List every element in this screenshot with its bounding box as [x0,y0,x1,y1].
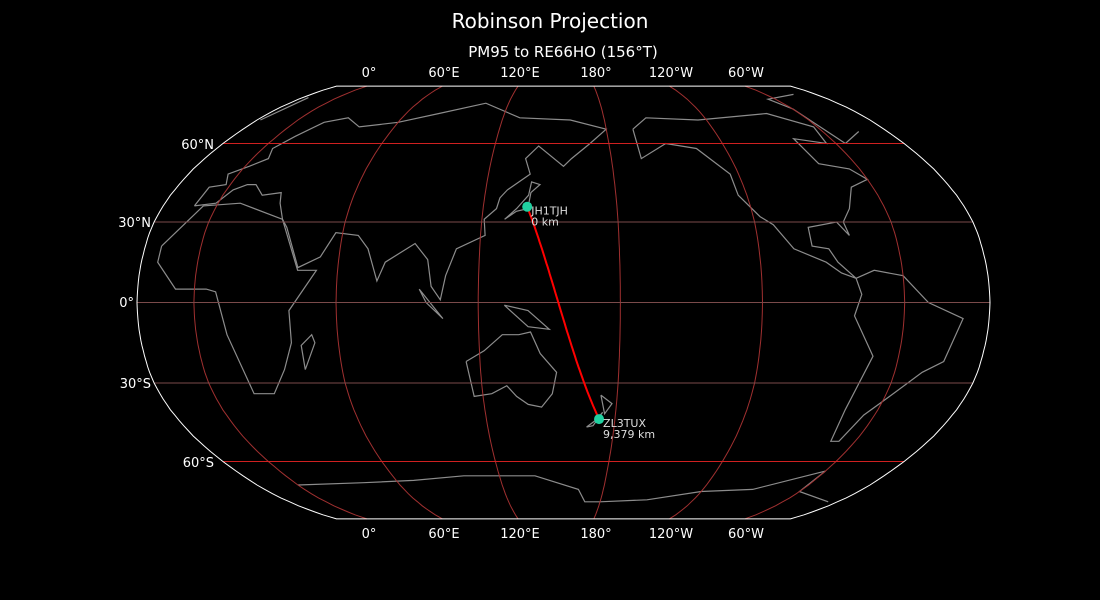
station-callsign: ZL3TUX [603,417,646,430]
meridian-label-bottom: 60°W [728,527,764,542]
parallel-label: 60°N [181,138,214,153]
map-subtitle: PM95 to RE66HO (156°T) [468,43,658,61]
coastline [829,269,964,442]
meridian-label-top: 0° [362,66,377,81]
map-border [136,85,991,520]
coastline [193,102,608,302]
graticule [137,85,990,520]
station-zl3tux: ZL3TUX 9,379 km [594,414,655,441]
station-marker [594,414,605,425]
coastlines [157,93,964,503]
meridian-label-bottom: 60°E [428,527,459,542]
great-circle-path [526,206,600,420]
meridian-label-top: 120°W [649,66,693,81]
meridian-label-bottom: 120°E [500,527,540,542]
parallel-label: 30°S [120,377,151,392]
station-jh1tjh: JH1TJH 0 km [522,201,568,229]
station-marker [522,201,533,212]
meridian-label-top: 180° [580,66,611,81]
grid-labels: 0° 60°E 120°E 180° 120°W 60°W 0° 60°E 12… [118,66,764,542]
coastline [300,333,316,370]
parallel-label: 0° [119,296,134,311]
coastline [260,93,860,145]
coastline [418,288,444,320]
meridian-label-bottom: 0° [362,527,377,542]
map-title: Robinson Projection [451,9,649,33]
meridian-label-bottom: 120°W [649,527,693,542]
coastline [632,112,869,279]
coastline [157,202,318,395]
coastline [504,181,542,220]
coastline [297,470,829,503]
station-distance: 9,379 km [603,428,655,441]
meridian-label-top: 120°E [500,66,540,81]
station-distance: 0 km [531,216,559,229]
meridian-label-top: 60°W [728,66,764,81]
parallel-label: 30°N [118,216,151,231]
station-callsign: JH1TJH [530,205,568,218]
meridian-label-bottom: 180° [580,527,611,542]
coastline [600,394,613,416]
coastline [465,331,558,408]
coastline [503,304,552,331]
meridian-label-top: 60°E [428,66,459,81]
parallel-label: 60°S [183,456,214,471]
